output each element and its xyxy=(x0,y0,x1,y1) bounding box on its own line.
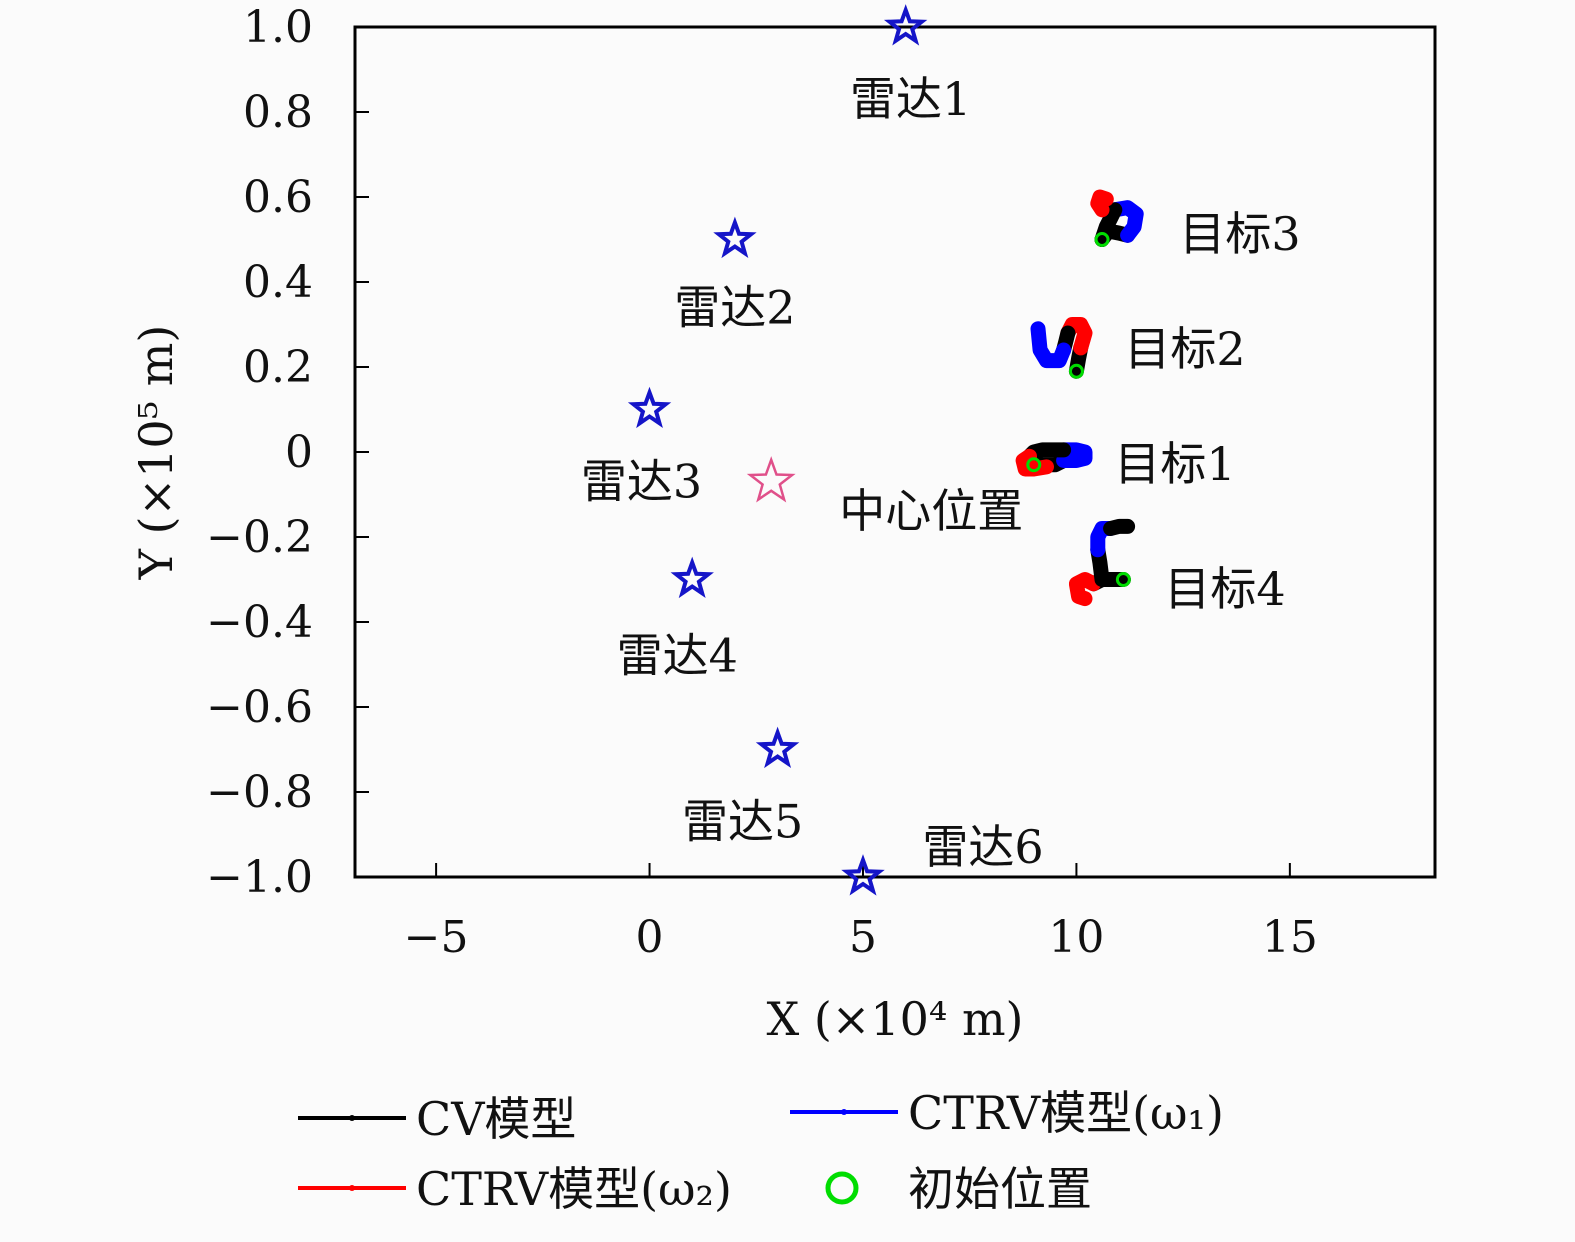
target-3-w1-track xyxy=(1107,200,1144,243)
legend-cv-dot xyxy=(349,1115,355,1121)
tick-group: −5 0 5 10 15 1.0 0.8 0.6 0.4 0.2 0 −0.2 −0.4 −0.6 −0.8… xyxy=(206,2,1318,963)
target-4-cv-track xyxy=(1103,518,1136,536)
y-tick-label: −1.0 xyxy=(206,852,313,903)
track-group xyxy=(1015,189,1144,607)
y-tick-label: −0.2 xyxy=(206,512,313,563)
y-tick-label: 0.8 xyxy=(243,87,313,138)
x-tick-label: 0 xyxy=(636,912,664,963)
x-tick-label: 5 xyxy=(849,912,877,963)
radar-6-marker xyxy=(841,854,885,896)
y-tick-label: 0.6 xyxy=(243,172,313,223)
legend-w1-label: CTRV模型(ω₁) xyxy=(908,1086,1224,1140)
y-tick-label: 0.2 xyxy=(243,342,313,393)
x-tick-label: −5 xyxy=(404,912,469,963)
radar-6-label: 雷达6 xyxy=(922,820,1043,874)
annotation-group: 雷达1 雷达2 雷达3 雷达4 雷达5 雷达6 中心位置 目标1 目标2 目标3 目标4 xyxy=(581,72,1301,874)
radar-5-marker xyxy=(755,726,800,769)
target-1-label: 目标1 xyxy=(1114,437,1235,491)
y-tick-label: 0.4 xyxy=(243,257,313,308)
target-4-label: 目标4 xyxy=(1164,562,1285,616)
y-tick-label: −0.6 xyxy=(206,682,313,733)
legend-start-label: 初始位置 xyxy=(908,1162,1092,1216)
radar-4-marker xyxy=(670,556,714,599)
y-tick-label: 1.0 xyxy=(243,2,313,53)
radar-3-marker xyxy=(627,386,672,429)
radar-1-label: 雷达1 xyxy=(850,72,971,126)
legend-w2-dot xyxy=(349,1185,355,1191)
target-1-start-marker xyxy=(1026,457,1042,473)
y-tick-label: −0.8 xyxy=(206,767,313,818)
target-4-w2-track xyxy=(1068,572,1101,607)
center-position-marker xyxy=(746,456,796,503)
x-tick-label: 15 xyxy=(1262,912,1318,963)
x-axis-label: X (×10⁴ m) xyxy=(766,992,1023,1046)
plot-area xyxy=(353,25,1437,879)
radar-3-label: 雷达3 xyxy=(581,455,702,509)
target-3-w2-track xyxy=(1090,189,1114,218)
target-1-w1-track xyxy=(1056,442,1093,468)
target-4-start-marker xyxy=(1115,572,1131,587)
radar-4-label: 雷达4 xyxy=(617,629,738,683)
radar-2-marker xyxy=(713,216,757,259)
legend-cv-label: CV模型 xyxy=(416,1092,576,1146)
radar-2-label: 雷达2 xyxy=(674,281,795,335)
radar-5-label: 雷达5 xyxy=(682,795,803,849)
legend-w2-label: CTRV模型(ω₂) xyxy=(416,1162,732,1216)
legend-start-swatch xyxy=(825,1171,859,1205)
y-axis-label: Y (×10⁵ m) xyxy=(129,325,183,581)
legend-w1-dot xyxy=(841,1109,847,1115)
target-2-start-marker xyxy=(1068,363,1084,379)
y-tick-label: −0.4 xyxy=(206,597,313,648)
legend: CV模型 CTRV模型(ω₁) CTRV模型(ω₂) 初始位置 xyxy=(298,1086,1224,1216)
radar-1-marker xyxy=(883,4,928,46)
target-2-w1-track xyxy=(1030,321,1072,369)
target-3-start-marker xyxy=(1094,232,1110,247)
center-position-label: 中心位置 xyxy=(839,484,1023,538)
target-3-label: 目标3 xyxy=(1179,207,1300,261)
marker-group xyxy=(627,4,928,896)
y-tick-label: 0 xyxy=(285,427,313,478)
target-2-label: 目标2 xyxy=(1124,322,1245,376)
x-tick-label: 10 xyxy=(1048,912,1104,963)
